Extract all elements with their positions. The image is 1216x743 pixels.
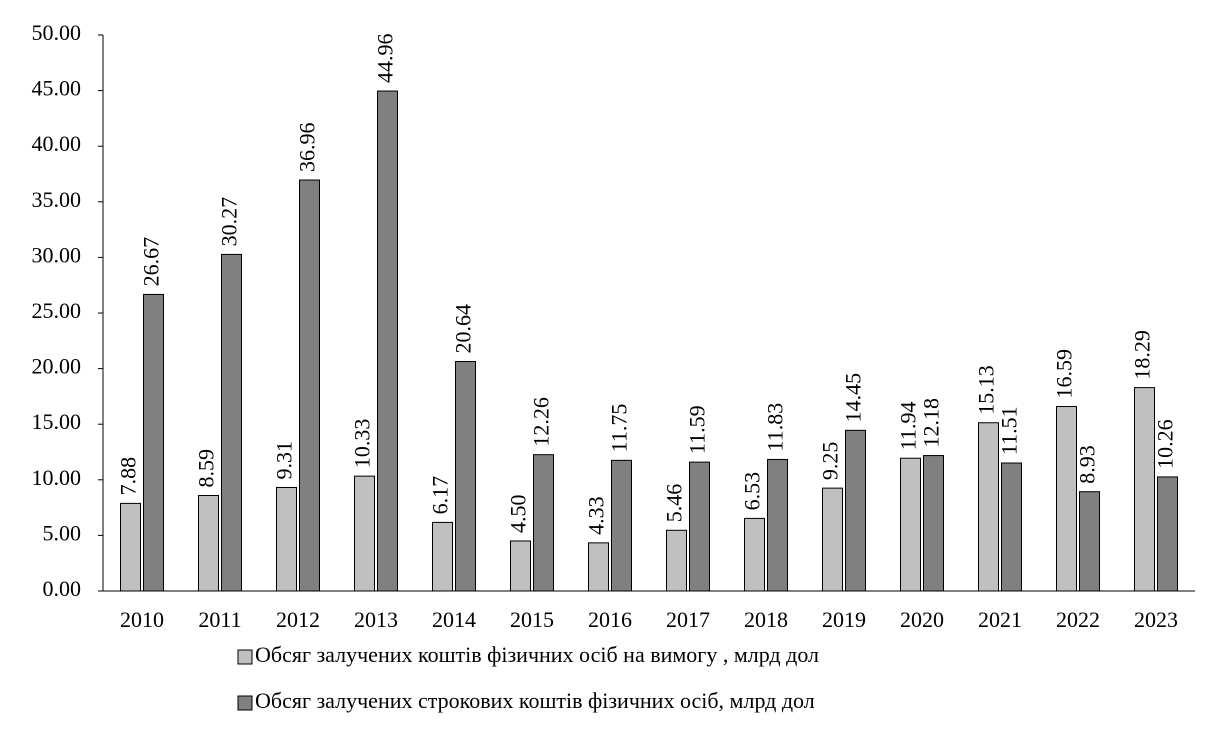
- data-label: 6.53: [740, 472, 765, 511]
- y-tick-label: 50.00: [32, 20, 82, 45]
- y-tick-label: 35.00: [32, 187, 82, 212]
- bar: [689, 461, 710, 592]
- x-tick-label: 2017: [666, 607, 710, 632]
- data-label: 18.29: [1130, 330, 1155, 380]
- legend-label: Обсяг залучених строкових коштів фізични…: [255, 688, 815, 713]
- data-label: 20.64: [451, 304, 476, 354]
- bar: [510, 540, 531, 592]
- y-tick-label: 0.00: [43, 576, 82, 601]
- data-label: 4.33: [584, 496, 609, 535]
- data-label: 4.50: [506, 494, 531, 533]
- legend-swatch: [237, 649, 253, 665]
- data-label: 12.26: [529, 397, 554, 447]
- bar: [845, 429, 866, 592]
- data-label: 11.59: [685, 405, 710, 454]
- data-label: 8.93: [1075, 445, 1100, 484]
- bar: [978, 422, 999, 592]
- x-tick-label: 2013: [354, 607, 398, 632]
- data-label: 11.75: [607, 404, 632, 453]
- x-tick-label: 2018: [744, 607, 788, 632]
- data-label: 44.96: [373, 34, 398, 84]
- data-label: 8.59: [194, 449, 219, 488]
- data-label: 15.13: [974, 365, 999, 415]
- bar: [1134, 387, 1155, 592]
- x-tick-label: 2016: [588, 607, 632, 632]
- bar: [120, 502, 141, 592]
- data-label: 9.25: [818, 442, 843, 481]
- y-tick-label: 25.00: [32, 298, 82, 323]
- data-label: 36.96: [295, 123, 320, 173]
- bar: [299, 179, 320, 592]
- x-tick-label: 2015: [510, 607, 554, 632]
- bar: [143, 293, 164, 592]
- bar: [1157, 476, 1178, 592]
- legend-label: Обсяг залучених коштів фізичних осіб на …: [255, 642, 819, 667]
- bar: [198, 494, 219, 592]
- bar: [221, 253, 242, 592]
- x-tick-label: 2021: [978, 607, 1022, 632]
- y-tick-label: 5.00: [43, 520, 82, 545]
- bar: [744, 517, 765, 592]
- bar: [1056, 406, 1077, 592]
- bar: [533, 454, 554, 592]
- data-label: 9.31: [272, 441, 297, 480]
- x-tick-label: 2010: [120, 607, 164, 632]
- y-tick-label: 15.00: [32, 409, 82, 434]
- x-tick-label: 2011: [198, 607, 241, 632]
- data-label: 26.67: [139, 237, 164, 287]
- y-tick-label: 20.00: [32, 354, 82, 379]
- data-label: 10.33: [350, 419, 375, 469]
- data-label: 5.46: [662, 484, 687, 523]
- x-tick-label: 2020: [900, 607, 944, 632]
- data-label: 10.26: [1153, 419, 1178, 469]
- bar: [276, 486, 297, 592]
- y-tick-label: 40.00: [32, 131, 82, 156]
- y-tick-label: 45.00: [32, 76, 82, 101]
- data-label: 14.45: [841, 373, 866, 423]
- bar: [588, 542, 609, 592]
- data-label: 7.88: [116, 457, 141, 496]
- data-label: 16.59: [1052, 349, 1077, 399]
- bar: [1079, 491, 1100, 592]
- bar: [900, 457, 921, 592]
- bar: [611, 459, 632, 592]
- data-label: 11.83: [763, 403, 788, 452]
- bar: [923, 455, 944, 592]
- bar: [354, 475, 375, 592]
- bar: [666, 529, 687, 592]
- y-tick-label: 10.00: [32, 465, 82, 490]
- y-tick-label: 30.00: [32, 242, 82, 267]
- x-tick-label: 2023: [1134, 607, 1178, 632]
- data-label: 11.94: [896, 402, 921, 451]
- legend-swatch: [237, 695, 253, 711]
- data-label: 12.18: [919, 398, 944, 448]
- bar: [432, 521, 453, 592]
- x-tick-label: 2022: [1056, 607, 1100, 632]
- bar: [822, 487, 843, 592]
- data-label: 11.51: [997, 406, 1022, 455]
- x-tick-label: 2019: [822, 607, 866, 632]
- bar: [767, 458, 788, 592]
- data-label: 6.17: [428, 476, 453, 515]
- bar: [455, 360, 476, 592]
- bar: [1001, 462, 1022, 592]
- x-tick-label: 2014: [432, 607, 476, 632]
- data-label: 30.27: [217, 197, 242, 247]
- bar: [377, 90, 398, 592]
- x-tick-label: 2012: [276, 607, 320, 632]
